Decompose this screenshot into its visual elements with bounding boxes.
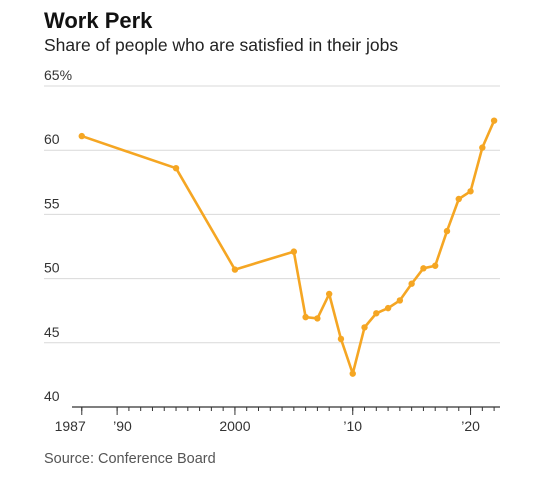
data-point-1995	[172, 164, 180, 172]
data-point-2021	[479, 144, 486, 151]
x-tick-label-1990: ’90	[113, 418, 132, 434]
y-tick-label-50: 50	[44, 260, 60, 276]
x-tick-label-2010: ’10	[343, 418, 362, 434]
data-point-2017	[432, 262, 439, 269]
data-point-2009	[337, 335, 345, 343]
x-axis: 1987 ’90 2000 ’10 ’20	[55, 406, 500, 434]
y-tick-label-65: 65%	[44, 67, 72, 83]
series-line-group	[80, 119, 496, 375]
data-point-2006	[302, 313, 309, 321]
data-point-2007	[314, 315, 321, 322]
grid-lines	[44, 85, 500, 344]
data-point-2013	[384, 304, 392, 312]
x-tick-label-2020: ’20	[461, 418, 480, 434]
chart-subtitle: Share of people who are satisfied in the…	[44, 35, 399, 55]
source-note: Source: Conference Board	[44, 451, 216, 467]
data-point-2010	[349, 370, 356, 377]
y-tick-label-60: 60	[44, 131, 60, 147]
x-tick-label-1987: 1987	[55, 418, 86, 434]
series-line-0	[80, 119, 496, 375]
data-point-2019	[455, 195, 462, 203]
y-tick-label-55: 55	[44, 195, 60, 211]
y-tick-label-40: 40	[44, 388, 60, 404]
x-tick-label-2000: 2000	[219, 418, 250, 434]
data-point-2014	[396, 297, 404, 304]
line-chart: 40 45 50 55 60 65% 1987 ’90 2000 ’10 ’20	[44, 67, 500, 434]
data-point-2022	[490, 117, 498, 124]
data-point-2012	[373, 310, 380, 317]
data-point-2011	[361, 324, 368, 331]
data-point-2015	[408, 280, 415, 287]
data-points	[78, 117, 498, 377]
data-point-2008	[325, 290, 333, 298]
data-point-1987	[78, 132, 85, 140]
data-point-2000	[231, 266, 239, 273]
data-point-2018	[443, 227, 451, 235]
data-point-2005	[290, 248, 298, 255]
data-point-2020	[467, 188, 474, 195]
y-axis-tick-labels: 40 45 50 55 60 65%	[44, 67, 72, 404]
y-tick-label-45: 45	[44, 324, 60, 340]
data-point-2016	[420, 265, 427, 272]
chart-title: Work Perk	[44, 8, 153, 33]
